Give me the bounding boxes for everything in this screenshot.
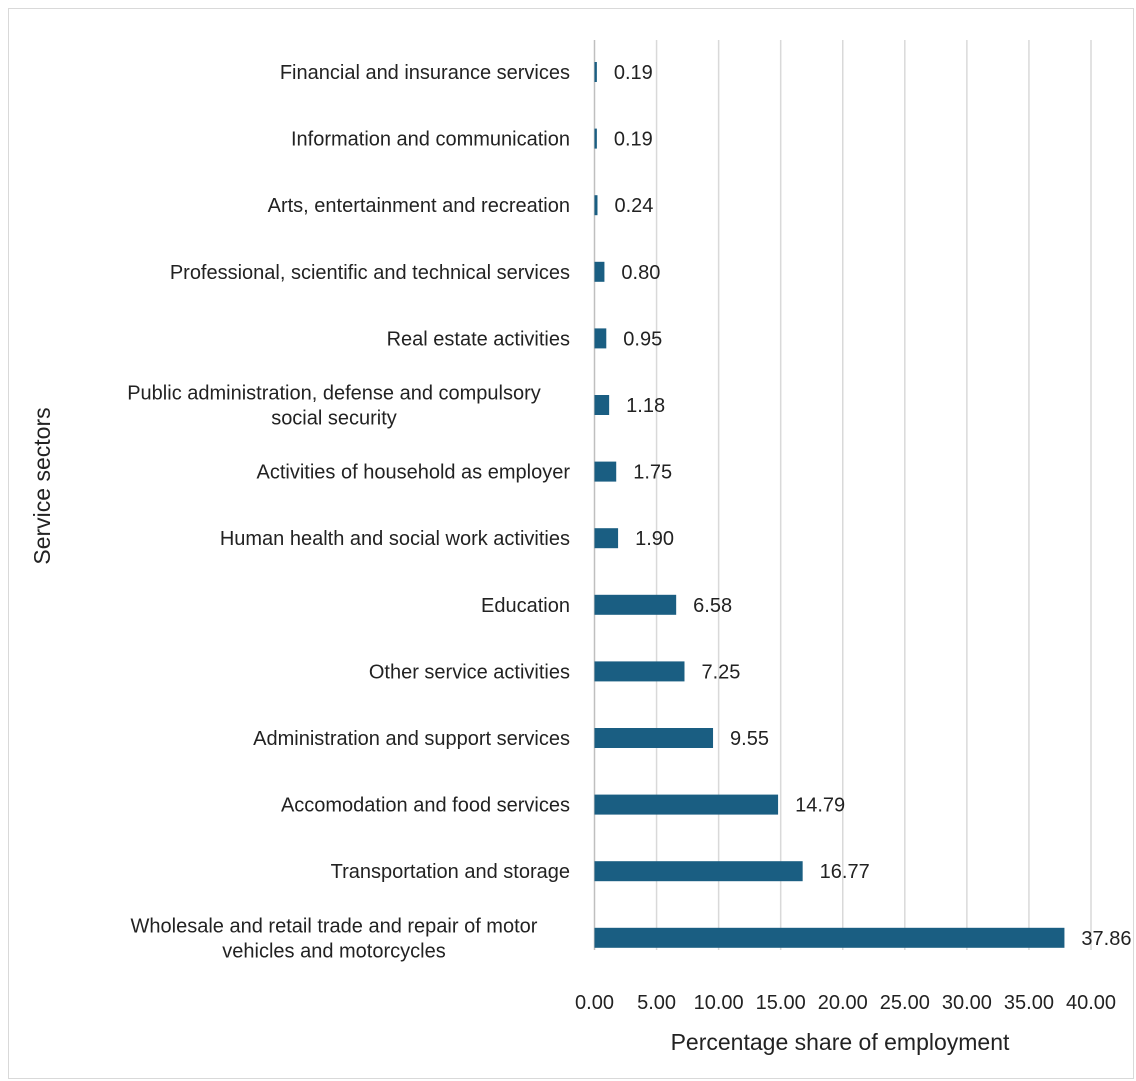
chart-frame xyxy=(8,8,1134,1079)
data-label: 9.55 xyxy=(730,728,769,750)
bars xyxy=(594,62,1065,948)
y-axis-title: Service sectors xyxy=(29,407,55,564)
data-label: 1.75 xyxy=(633,462,672,484)
category-label-line: vehicles and motorcycles xyxy=(222,940,445,962)
data-label: 6.58 xyxy=(693,595,732,617)
category-label-line: Human health and social work activities xyxy=(220,528,570,550)
category-label-line: Transportation and storage xyxy=(331,861,570,883)
category-label: Professional, scientific and technical s… xyxy=(170,262,570,284)
category-label: Arts, entertainment and recreation xyxy=(268,195,570,217)
x-tick-label: 5.00 xyxy=(637,992,676,1014)
x-tick-label: 40.00 xyxy=(1066,992,1116,1014)
category-label-line: Accomodation and food services xyxy=(281,795,570,817)
category-label-line: Arts, entertainment and recreation xyxy=(268,195,570,217)
data-label: 14.79 xyxy=(795,795,845,817)
bar xyxy=(594,528,619,549)
bar xyxy=(594,395,610,415)
bar xyxy=(594,128,597,149)
category-label: Other service activities xyxy=(369,661,570,683)
category-labels: Financial and insurance services Informat… xyxy=(127,62,570,962)
x-tick-label: 10.00 xyxy=(694,992,744,1014)
data-label: 0.19 xyxy=(614,62,653,84)
category-label-line: Activities of household as employer xyxy=(257,462,571,484)
x-tick-label: 25.00 xyxy=(880,992,930,1014)
bar xyxy=(594,861,803,882)
data-label: 1.18 xyxy=(626,395,665,417)
data-label: 0.80 xyxy=(621,262,660,284)
bar xyxy=(594,661,685,682)
category-label-line: social security xyxy=(271,408,397,430)
category-label: Real estate activities xyxy=(387,328,570,350)
data-label: 7.25 xyxy=(701,661,740,683)
bar xyxy=(594,728,714,748)
category-label: Administration and support services xyxy=(253,728,570,750)
category-label-line: Education xyxy=(481,595,570,617)
x-tick-label: 20.00 xyxy=(818,992,868,1014)
category-label-line: Wholesale and retail trade and repair of… xyxy=(131,915,538,937)
bar xyxy=(594,594,677,615)
category-label: Accomodation and food services xyxy=(281,795,570,817)
value-labels: 0.19 0.19 0.24 0.80 0.95 1.18 1.75 1.90 6.58 7.25… xyxy=(614,62,1132,950)
bar xyxy=(594,927,1065,948)
category-label-line: Other service activities xyxy=(369,661,570,683)
category-label: Financial and insurance services xyxy=(280,62,570,84)
category-label-line: Financial and insurance services xyxy=(280,62,570,84)
data-label: 16.77 xyxy=(820,861,870,883)
category-label: Activities of household as employer xyxy=(257,462,571,484)
x-tick-label: 0.00 xyxy=(575,992,614,1014)
category-label-line: Public administration, defense and compu… xyxy=(127,383,541,405)
x-tick-label: 35.00 xyxy=(1004,992,1054,1014)
x-tick-label: 15.00 xyxy=(756,992,806,1014)
bar xyxy=(594,195,598,216)
x-tick-label: 30.00 xyxy=(942,992,992,1014)
bar xyxy=(594,794,779,815)
data-label: 1.90 xyxy=(635,528,674,550)
category-label: Transportation and storage xyxy=(331,861,570,883)
category-label: Public administration, defense and compu… xyxy=(127,383,541,430)
category-label: Wholesale and retail trade and repair of… xyxy=(131,915,538,962)
category-label-line: Professional, scientific and technical s… xyxy=(170,262,570,284)
x-tick-labels: 0.00 5.00 10.00 15.00 20.00 25.00 30.00 35.00 40… xyxy=(575,992,1116,1014)
data-label: 37.86 xyxy=(1081,928,1131,950)
bar xyxy=(594,461,617,482)
category-label: Human health and social work activities xyxy=(220,528,570,550)
bar xyxy=(594,62,597,82)
category-label-line: Administration and support services xyxy=(253,728,570,750)
category-label-line: Real estate activities xyxy=(387,328,570,350)
x-axis-title: Percentage share of employment xyxy=(671,1029,1010,1055)
category-label: Information and communication xyxy=(291,129,570,151)
bar xyxy=(594,261,605,282)
category-label: Education xyxy=(481,595,570,617)
data-label: 0.24 xyxy=(614,195,653,217)
bar xyxy=(594,328,607,349)
category-label-line: Information and communication xyxy=(291,129,570,151)
data-label: 0.19 xyxy=(614,129,653,151)
data-label: 0.95 xyxy=(623,328,662,350)
